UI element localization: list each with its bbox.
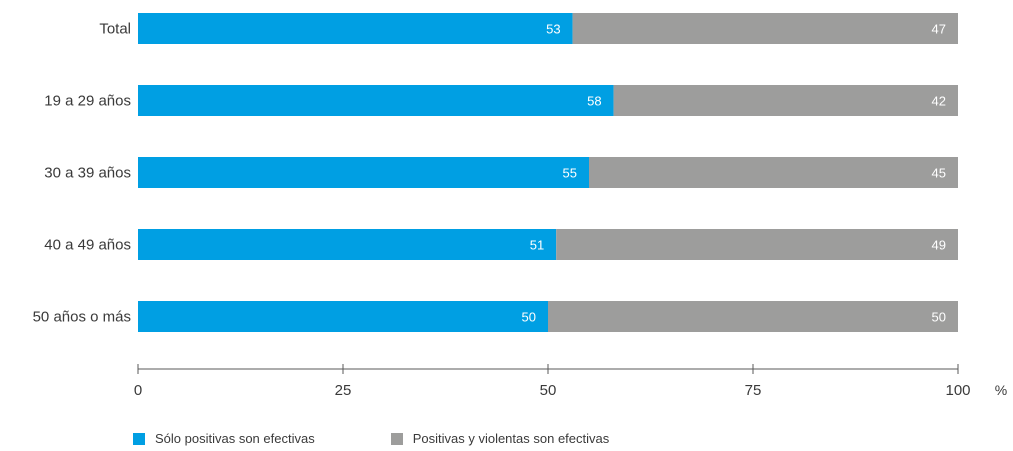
legend: Sólo positivas son efectivas Positivas y…	[133, 431, 685, 446]
value-label-30-a-39-anos-series-0: 55	[563, 166, 577, 181]
legend-label-solo-positivas: Sólo positivas son efectivas	[155, 431, 315, 446]
value-label-50-anos-o-mas-series-1: 50	[932, 310, 946, 325]
value-label-19-a-29-anos-series-1: 42	[932, 94, 946, 109]
value-label-50-anos-o-mas-series-0: 50	[522, 310, 536, 325]
legend-swatch-positivas-y-violentas	[390, 432, 403, 445]
category-label-50-anos-o-mas: 50 años o más	[33, 309, 131, 326]
x-tick-label-0: 0	[134, 382, 142, 399]
bar-40-a-49-anos-series-0	[138, 229, 557, 260]
value-label-19-a-29-anos-series-0: 58	[587, 94, 601, 109]
category-label-30-a-39-anos: 30 a 39 años	[44, 165, 131, 182]
x-tick-label-25: 25	[335, 382, 352, 399]
bar-40-a-49-anos-series-1	[556, 229, 958, 260]
x-tick-label-50: 50	[540, 382, 557, 399]
value-label-40-a-49-anos-series-1: 49	[932, 238, 946, 253]
x-tick-label-100: 100	[945, 382, 970, 399]
bar-19-a-29-anos-series-1	[613, 85, 958, 116]
legend-item-positivas-y-violentas: Positivas y violentas son efectivas	[390, 431, 610, 446]
x-tick-label-75: 75	[745, 382, 762, 399]
legend-label-positivas-y-violentas: Positivas y violentas son efectivas	[412, 431, 610, 446]
value-label-40-a-49-anos-series-0: 51	[530, 238, 544, 253]
category-label-19-a-29-anos: 19 a 29 años	[44, 93, 131, 110]
legend-swatch-solo-positivas	[133, 432, 145, 445]
x-axis: 0 25 50 75 100%	[134, 364, 1007, 399]
category-labels: Total 19 a 29 años 30 a 39 años 40 a 49 año…	[33, 21, 131, 326]
x-axis-unit: %	[995, 382, 1007, 398]
bar-50-anos-o-mas-series-1	[548, 301, 958, 332]
bar-total-series-0	[138, 13, 573, 44]
value-label-30-a-39-anos-series-1: 45	[932, 166, 946, 181]
bar-total-series-1	[572, 13, 958, 44]
value-label-total-series-0: 53	[546, 22, 560, 37]
bar-30-a-39-anos-series-1	[589, 157, 958, 188]
bars-layer: 53 47 58 42 55 45 51 49 50 50	[138, 13, 958, 332]
category-label-40-a-49-anos: 40 a 49 años	[44, 237, 131, 254]
bar-19-a-29-anos-series-0	[138, 85, 614, 116]
bar-50-anos-o-mas-series-0	[138, 301, 548, 332]
value-label-total-series-1: 47	[932, 22, 946, 37]
legend-item-solo-positivas: Sólo positivas son efectivas	[133, 431, 315, 446]
bar-30-a-39-anos-series-0	[138, 157, 589, 188]
category-label-total: Total	[99, 21, 131, 38]
